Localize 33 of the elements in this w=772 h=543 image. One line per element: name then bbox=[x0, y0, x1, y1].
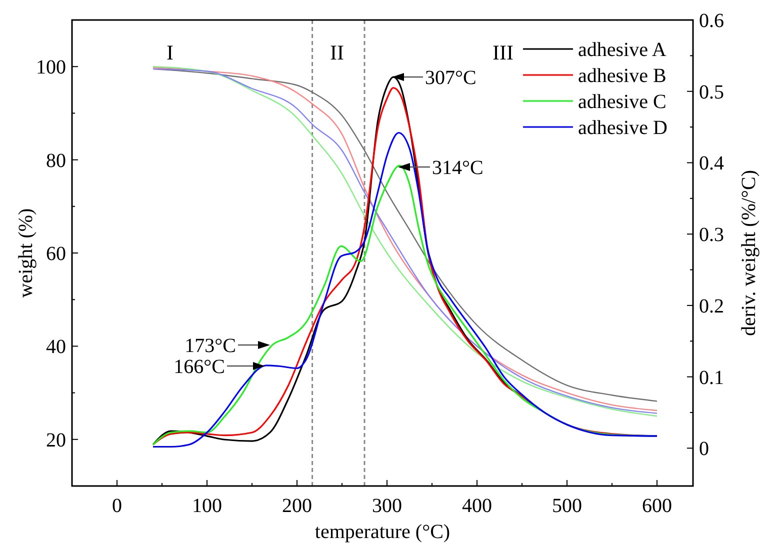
legend-label: adhesive D bbox=[578, 117, 668, 139]
x-tick-label: 200 bbox=[282, 495, 312, 517]
x-axis-title: temperature (°C) bbox=[314, 521, 450, 543]
x-tick-label: 500 bbox=[552, 495, 582, 517]
y2-tick-label: 0.3 bbox=[699, 224, 724, 246]
legend-label: adhesive A bbox=[578, 39, 667, 61]
annotation: III bbox=[492, 40, 514, 64]
legend-label: adhesive C bbox=[578, 91, 666, 113]
x-tick-label: 400 bbox=[462, 495, 492, 517]
x-tick-label: 300 bbox=[372, 495, 402, 517]
y-tick-label: 100 bbox=[36, 56, 66, 79]
annotation: 307°C bbox=[425, 67, 476, 89]
annotation: 314°C bbox=[432, 157, 484, 179]
y2-tick-label: 0.2 bbox=[699, 295, 724, 318]
annotation: 166°C bbox=[174, 356, 225, 378]
x-tick-label: 100 bbox=[192, 495, 222, 517]
y2-axis-title: deriv. weight (%/°C) bbox=[738, 170, 760, 336]
annotation: I bbox=[166, 40, 174, 64]
x-tick-label: 0 bbox=[112, 495, 122, 517]
y-tick-label: 40 bbox=[46, 336, 66, 358]
annotation: 173°C bbox=[184, 335, 236, 357]
y-tick-label: 80 bbox=[46, 150, 66, 172]
y-tick-label: 20 bbox=[46, 429, 66, 452]
legend-label: adhesive B bbox=[578, 65, 666, 87]
y2-tick-label: 0.1 bbox=[699, 366, 724, 389]
y2-tick-label: 0.4 bbox=[699, 152, 724, 175]
annotation: II bbox=[330, 40, 344, 64]
y-tick-label: 60 bbox=[46, 243, 66, 265]
y2-tick-label: 0 bbox=[699, 438, 709, 460]
y-axis-title: weight (%) bbox=[15, 208, 37, 298]
y2-tick-label: 0.6 bbox=[699, 10, 724, 32]
x-tick-label: 600 bbox=[642, 495, 672, 517]
y2-tick-label: 0.5 bbox=[699, 81, 724, 104]
